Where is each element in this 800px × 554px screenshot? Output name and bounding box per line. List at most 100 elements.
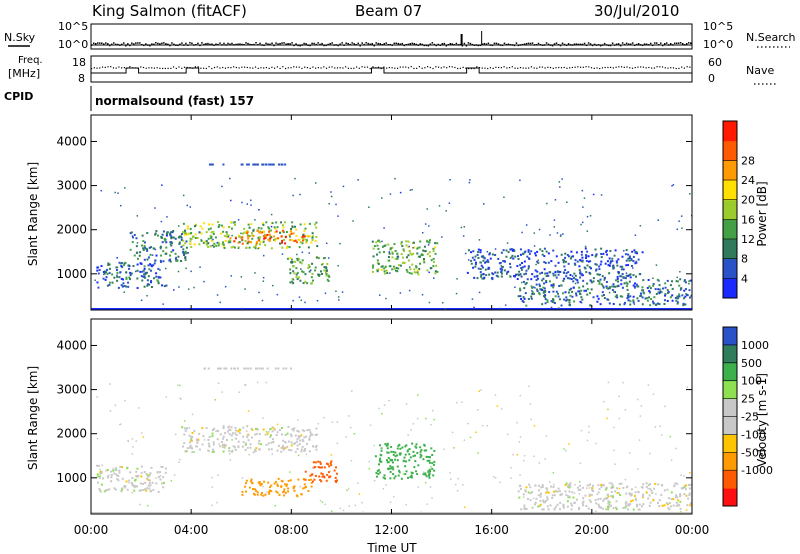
range-cell xyxy=(277,237,280,240)
range-cell xyxy=(142,436,145,438)
range-cell xyxy=(115,266,118,269)
range-cell xyxy=(519,295,522,298)
range-cell xyxy=(117,474,120,477)
range-cell xyxy=(291,239,294,242)
range-cell xyxy=(106,268,109,271)
range-cell xyxy=(216,438,219,441)
range-cell xyxy=(491,278,494,281)
range-cell xyxy=(140,475,143,478)
range-cell xyxy=(96,438,99,440)
range-cell xyxy=(449,472,451,474)
range-cell xyxy=(432,474,435,477)
range-cell xyxy=(509,266,512,269)
range-cell xyxy=(262,494,265,497)
range-cell xyxy=(143,265,146,268)
range-cell xyxy=(296,444,299,447)
range-cell xyxy=(511,254,514,257)
range-cell xyxy=(328,465,331,468)
range-cell xyxy=(538,462,541,464)
range-cell xyxy=(586,282,589,285)
range-cell xyxy=(244,485,247,488)
range-cell xyxy=(614,249,617,252)
range-cell xyxy=(412,450,415,453)
range-cell xyxy=(125,285,128,288)
range-cell xyxy=(527,268,530,270)
range-cell xyxy=(619,275,622,278)
range-cell xyxy=(407,240,410,243)
range-cell xyxy=(531,290,533,292)
range-cell xyxy=(611,260,614,263)
range-cell xyxy=(308,437,311,440)
range-cell xyxy=(420,449,423,452)
range-cell xyxy=(378,251,381,254)
range-cell xyxy=(261,299,264,302)
range-cell xyxy=(207,438,210,441)
range-cell xyxy=(174,433,177,436)
range-cell xyxy=(580,301,583,304)
range-cell xyxy=(258,439,261,442)
range-cell xyxy=(627,503,630,506)
range-cell xyxy=(212,443,215,446)
range-cell xyxy=(213,450,216,453)
range-cell xyxy=(399,191,402,194)
range-cell xyxy=(303,223,306,226)
range-cell xyxy=(210,163,213,166)
range-cell xyxy=(523,297,526,300)
range-cell xyxy=(617,271,620,274)
range-cell xyxy=(99,490,102,493)
range-cell xyxy=(628,259,631,262)
range-cell xyxy=(419,446,422,449)
range-cell xyxy=(590,281,593,284)
range-cell xyxy=(231,449,234,452)
range-cell xyxy=(657,288,660,291)
range-cell xyxy=(643,292,646,295)
range-cell xyxy=(555,276,558,279)
range-cell xyxy=(414,460,417,463)
range-cell xyxy=(217,221,220,224)
range-cell xyxy=(633,282,636,285)
range-cell xyxy=(142,482,145,485)
range-cell xyxy=(479,271,482,274)
range-cell xyxy=(197,438,200,441)
range-cell xyxy=(572,280,575,283)
range-cell xyxy=(541,288,544,291)
range-cell xyxy=(268,492,271,495)
range-cell xyxy=(626,297,629,300)
range-cell xyxy=(387,456,390,459)
range-cell xyxy=(601,275,604,278)
range-cell xyxy=(660,291,663,294)
range-cell xyxy=(663,504,666,507)
range-cell xyxy=(384,244,387,247)
range-cell xyxy=(330,460,333,463)
range-cell xyxy=(294,434,297,437)
range-cell xyxy=(408,266,411,268)
range-cell xyxy=(494,394,497,396)
range-cell xyxy=(601,483,604,486)
range-cell xyxy=(610,261,612,263)
range-cell xyxy=(375,471,378,474)
range-cell xyxy=(272,427,275,430)
range-cell xyxy=(142,240,145,243)
range-cell xyxy=(666,488,669,491)
range-cell xyxy=(595,263,598,266)
range-cell xyxy=(412,246,414,249)
range-cell xyxy=(337,215,339,217)
range-cell xyxy=(516,265,519,268)
range-cell xyxy=(203,222,206,225)
range-cell xyxy=(231,439,233,441)
range-cell xyxy=(503,269,506,272)
range-cell xyxy=(144,481,147,484)
range-cell xyxy=(399,453,402,456)
range-cell xyxy=(506,271,509,274)
range-cell xyxy=(383,245,386,248)
range-cell xyxy=(457,477,460,480)
range-cell xyxy=(496,405,499,407)
range-cell xyxy=(618,482,621,485)
range-cell xyxy=(208,444,211,447)
range-cell xyxy=(131,491,133,494)
range-cell xyxy=(592,484,595,487)
range-cell xyxy=(428,461,431,464)
range-cell xyxy=(337,265,339,267)
range-cell xyxy=(330,454,333,456)
